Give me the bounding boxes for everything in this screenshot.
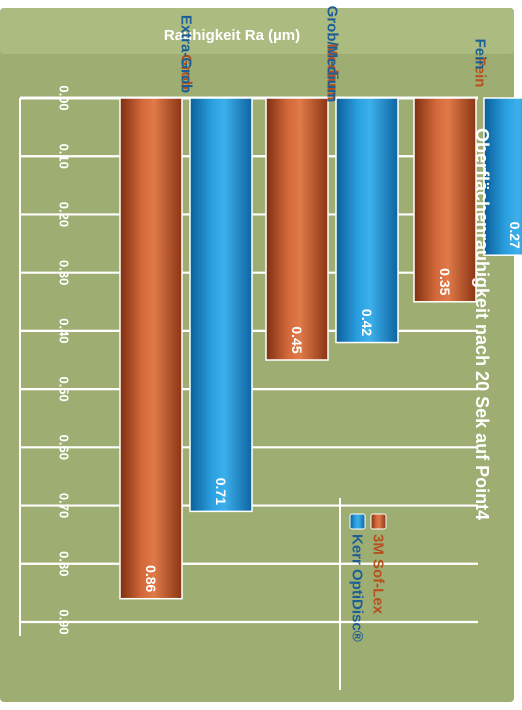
tick-label: 0.00 <box>57 85 72 110</box>
bar-value-label: 0.35 <box>437 268 453 295</box>
category-label-line1: Fein <box>472 57 489 88</box>
tick-label: 0.40 <box>57 318 72 343</box>
bar <box>265 97 329 361</box>
bar-value-label: 0.42 <box>359 309 375 336</box>
bar <box>335 97 399 344</box>
bars <box>119 97 522 600</box>
bar-value-label: 0.86 <box>143 565 159 592</box>
tick-label: 0.80 <box>57 551 72 576</box>
legend-swatch <box>370 513 387 530</box>
tick-label: 0.70 <box>57 493 72 518</box>
tick-label: 0.30 <box>57 260 72 285</box>
tick-label: 0.50 <box>57 376 72 401</box>
chart-text: 0.00 0.10 0.20 0.30 0.40 0.50 0.60 0.70 0.80 0.90… <box>57 6 522 642</box>
tick-label: 0.60 <box>57 435 72 460</box>
axis-title: Rauhigkeit Ra (µm) <box>164 27 300 44</box>
axis-header-band <box>0 8 514 54</box>
category-label-line2: Fein <box>472 39 489 70</box>
legend-swatch <box>349 513 366 530</box>
category-label-line2: Grob/Medium <box>324 6 341 103</box>
bar-value-label: 0.71 <box>213 478 229 505</box>
bar-value-label: 0.45 <box>289 326 305 353</box>
category-label-line1: Grob <box>178 54 195 90</box>
category-label-line2: Extra-Grob <box>178 15 195 93</box>
tick-label: 0.20 <box>57 202 72 227</box>
bar <box>119 97 183 600</box>
legend-label: Kerr OptiDisc® <box>349 534 366 642</box>
category-label-line1: Medium <box>324 44 341 101</box>
tick-label: 0.90 <box>57 609 72 634</box>
bar <box>413 97 477 303</box>
bar <box>189 97 253 513</box>
bar-value-label: 0.27 <box>507 222 522 249</box>
bar <box>483 97 522 256</box>
legend-label: 3M Sof-Lex <box>370 534 387 615</box>
tick-label: 0.10 <box>57 144 72 169</box>
chart-title: Oberflächenrauhigkeit nach 20 Sek auf Po… <box>472 128 492 520</box>
